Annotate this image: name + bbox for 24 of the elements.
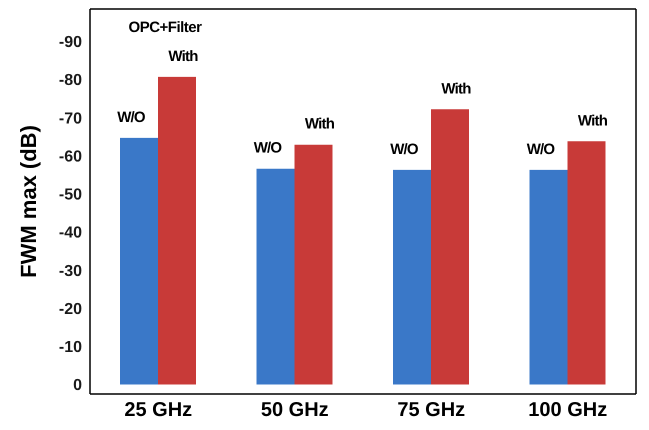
y-tick-label: -50 bbox=[58, 186, 82, 204]
annotation: OPC+Filter bbox=[128, 19, 202, 36]
x-tick-label: 25 GHz bbox=[124, 399, 192, 422]
y-tick-label: -60 bbox=[58, 148, 82, 166]
y-axis-title: FWM max (dB) bbox=[16, 125, 41, 278]
y-tick-label: -10 bbox=[58, 339, 82, 356]
x-tick-label: 50 GHz bbox=[260, 399, 329, 422]
y-tick-label: -80 bbox=[58, 72, 82, 90]
text: W/O bbox=[254, 140, 282, 157]
y-tick-label: -20 bbox=[58, 300, 82, 318]
text: With bbox=[578, 112, 608, 130]
y-tick-label: -30 bbox=[58, 262, 82, 280]
x-tick-label: 75 GHz bbox=[397, 399, 466, 422]
text: W/O bbox=[390, 140, 418, 158]
y-tick-label: 0 bbox=[73, 377, 82, 394]
series-label: W/O bbox=[117, 108, 146, 126]
y-tick-label: -40 bbox=[58, 224, 82, 242]
text: W/O bbox=[526, 140, 554, 158]
series-label: With bbox=[168, 48, 198, 65]
y-tick-label: -70 bbox=[58, 110, 82, 128]
text: With bbox=[441, 80, 471, 98]
x-tick-label: 100 GHz bbox=[528, 399, 608, 422]
y-tick-label: -90 bbox=[58, 34, 82, 52]
text: With bbox=[304, 116, 334, 133]
